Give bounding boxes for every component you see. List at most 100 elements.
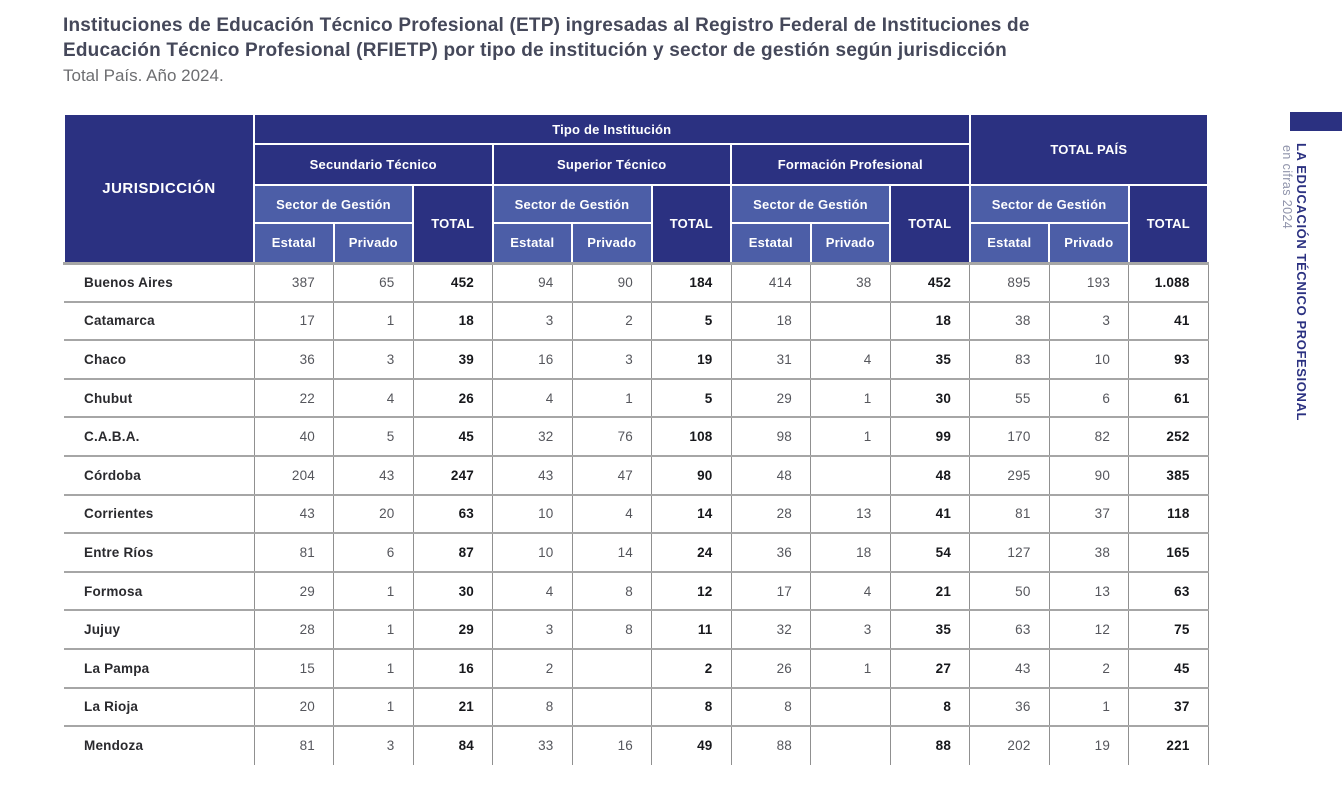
jurisdiction-cell: Mendoza	[64, 726, 255, 765]
value-cell: 36	[969, 687, 1050, 728]
value-cell: 36	[253, 340, 334, 380]
value-cell: 90	[651, 455, 732, 496]
header-privado-superior: Privado	[571, 222, 653, 264]
value-cell: 43	[969, 648, 1050, 689]
value-cell	[571, 687, 652, 728]
jurisdiction-cell: Jujuy	[64, 610, 255, 650]
table-row: La Pampa 15 1 16 2 2 26 1 27 43 2 45	[64, 648, 1209, 689]
value-cell: 414	[730, 261, 811, 303]
value-cell: 5	[651, 301, 732, 342]
value-cell: 3	[333, 726, 414, 765]
value-cell: 18	[412, 301, 493, 342]
value-cell: 39	[412, 340, 493, 380]
value-cell: 170	[969, 417, 1050, 457]
value-cell: 63	[412, 494, 493, 535]
sidebar-subtitle: en cifras 2024	[1280, 145, 1294, 230]
value-cell: 28	[253, 610, 334, 650]
table-row: Entre Ríos 81 6 87 10 14 24 36 18 54 127…	[64, 533, 1209, 573]
value-cell: 20	[253, 687, 334, 728]
table-row: Chubut 22 4 26 4 1 5 29 1 30 55 6 61	[64, 378, 1209, 419]
value-cell: 33	[492, 726, 573, 765]
value-cell: 81	[253, 726, 334, 765]
value-cell: 82	[1048, 417, 1130, 457]
value-cell: 3	[333, 340, 414, 380]
value-cell: 10	[492, 533, 573, 573]
header-total-pais-total: TOTAL	[1127, 184, 1210, 264]
jurisdiction-cell: Catamarca	[64, 301, 255, 342]
value-cell: 47	[571, 455, 652, 496]
value-cell: 895	[969, 261, 1050, 303]
value-cell: 21	[412, 687, 493, 728]
value-cell: 29	[730, 378, 811, 419]
value-cell: 36	[730, 533, 811, 573]
title-block: Instituciones de Educación Técnico Profe…	[63, 13, 1030, 87]
value-cell: 4	[571, 494, 652, 535]
value-cell: 45	[1128, 648, 1209, 689]
value-cell	[810, 726, 891, 765]
header-sector-gestion-pais: Sector de Gestión	[968, 184, 1130, 224]
value-cell: 221	[1128, 726, 1209, 765]
value-cell: 10	[492, 494, 573, 535]
value-cell: 13	[810, 494, 891, 535]
header-sector-gestion-formacion: Sector de Gestión	[730, 184, 891, 224]
header-privado-secundario: Privado	[332, 222, 414, 264]
value-cell: 1	[810, 378, 891, 419]
sidebar-title: LA EDUCACIÓN TÉCNICO PROFESIONAL	[1294, 143, 1309, 421]
table-body: Buenos Aires 387 65 452 94 90 184 414 38…	[64, 261, 1209, 765]
table-row: Corrientes 43 20 63 10 4 14 28 13 41 81 …	[64, 494, 1209, 535]
value-cell: 2	[651, 648, 732, 689]
value-cell: 14	[651, 494, 732, 535]
value-cell: 1	[333, 687, 414, 728]
jurisdiction-cell: La Rioja	[64, 687, 255, 728]
table-row: Córdoba 204 43 247 43 47 90 48 48 295 90…	[64, 455, 1209, 496]
value-cell: 19	[651, 340, 732, 380]
header-sector-gestion-secundario: Sector de Gestión	[253, 184, 414, 224]
value-cell: 15	[253, 648, 334, 689]
value-cell: 3	[492, 610, 573, 650]
value-cell	[810, 687, 891, 728]
value-cell: 2	[571, 301, 652, 342]
value-cell: 8	[651, 687, 732, 728]
header-total-superior: TOTAL	[650, 184, 732, 264]
header-jurisdiccion: JURISDICCIÓN	[63, 113, 255, 264]
value-cell: 55	[969, 378, 1050, 419]
value-cell: 90	[1048, 455, 1130, 496]
value-cell: 4	[492, 571, 573, 612]
value-cell: 32	[730, 610, 811, 650]
table-row: La Rioja 20 1 21 8 8 8 8 36 1 37	[64, 687, 1209, 728]
table-row: Formosa 29 1 30 4 8 12 17 4 21 50 13 63	[64, 571, 1209, 612]
value-cell: 35	[889, 340, 971, 380]
value-cell: 30	[412, 571, 493, 612]
header-tipo-institucion: Tipo de Institución	[253, 113, 971, 145]
value-cell: 76	[571, 417, 652, 457]
value-cell: 1	[571, 378, 652, 419]
value-cell: 4	[333, 378, 414, 419]
header-privado-pais: Privado	[1048, 222, 1130, 264]
value-cell: 8	[492, 687, 573, 728]
value-cell: 452	[412, 261, 493, 303]
value-cell: 81	[969, 494, 1050, 535]
value-cell: 1	[333, 648, 414, 689]
value-cell: 2	[492, 648, 573, 689]
value-cell: 6	[1048, 378, 1130, 419]
value-cell: 29	[253, 571, 334, 612]
value-cell: 16	[571, 726, 652, 765]
value-cell: 61	[1128, 378, 1209, 419]
value-cell: 4	[492, 378, 573, 419]
value-cell: 41	[1128, 301, 1209, 342]
value-cell: 17	[253, 301, 334, 342]
value-cell: 18	[730, 301, 811, 342]
header-total-pais: TOTAL PAÍS	[968, 113, 1210, 186]
value-cell: 19	[1048, 726, 1130, 765]
value-cell: 1	[1048, 687, 1130, 728]
value-cell: 26	[730, 648, 811, 689]
value-cell: 99	[889, 417, 971, 457]
value-cell: 108	[651, 417, 732, 457]
value-cell: 247	[412, 455, 493, 496]
value-cell: 16	[492, 340, 573, 380]
value-cell: 48	[889, 455, 971, 496]
value-cell: 24	[651, 533, 732, 573]
value-cell: 18	[810, 533, 891, 573]
value-cell: 5	[651, 378, 732, 419]
value-cell: 65	[333, 261, 414, 303]
